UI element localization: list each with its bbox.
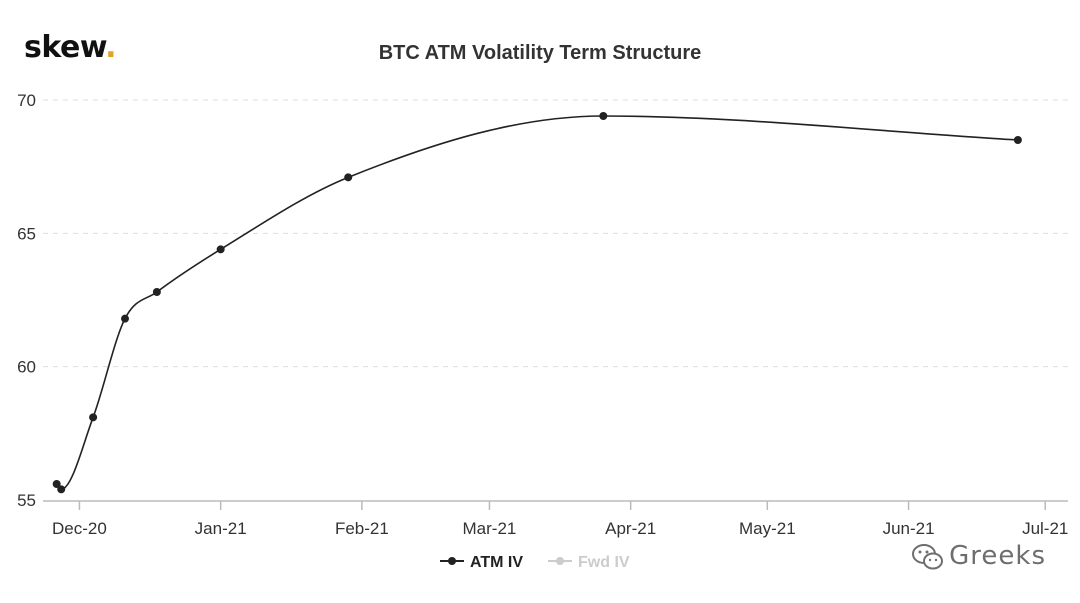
data-point[interactable] (599, 112, 608, 120)
legend: ATM IV Fwd IV (440, 554, 630, 571)
x-tick-label: Dec-20 (52, 519, 107, 538)
x-tick-label: Jan-21 (195, 519, 247, 538)
x-tick-label: Jun-21 (883, 519, 935, 538)
series-line-atm-iv (56, 115, 1018, 491)
data-point[interactable] (121, 314, 129, 323)
y-tick-label: 70 (17, 91, 36, 110)
data-point[interactable] (89, 413, 98, 422)
wechat-icon (912, 543, 944, 569)
series-layer (52, 112, 1022, 494)
x-tick-label: May-21 (739, 519, 796, 538)
legend-atm-iv-label[interactable]: ATM IV (470, 554, 523, 571)
data-point[interactable] (52, 480, 61, 488)
x-tick-label: Mar-21 (463, 519, 517, 538)
data-point[interactable] (216, 245, 225, 254)
x-tick-label: Feb-21 (335, 519, 389, 538)
y-tick-label: 65 (17, 224, 36, 243)
data-point[interactable] (57, 485, 66, 494)
legend-atm-iv-marker (448, 557, 456, 565)
x-tick-label: Apr-21 (605, 519, 656, 538)
data-point[interactable] (1013, 136, 1022, 144)
logo-text: skew (24, 30, 106, 65)
y-tick-labels: 55 60 65 70 (17, 91, 36, 510)
watermark: Greeks (911, 541, 1046, 572)
legend-fwd-iv-label[interactable]: Fwd IV (578, 554, 630, 571)
x-tick-labels: Dec-20 Jan-21 Feb-21 Mar-21 Apr-21 May-21 Jun-… (52, 519, 1068, 538)
logo-dot: . (105, 30, 117, 65)
data-point[interactable] (152, 288, 161, 296)
data-point[interactable] (344, 173, 353, 182)
y-tick-label: 55 (17, 491, 36, 510)
chart-title: BTC ATM Volatility Term Structure (379, 42, 702, 64)
legend-fwd-iv-marker (556, 557, 564, 565)
y-gridlines (43, 99, 1068, 368)
watermark-text: Greeks (949, 541, 1046, 571)
axes (43, 500, 1068, 510)
x-tick-label: Jul-21 (1022, 519, 1068, 538)
y-tick-label: 60 (17, 358, 36, 377)
skew-logo: skew. (24, 30, 117, 65)
